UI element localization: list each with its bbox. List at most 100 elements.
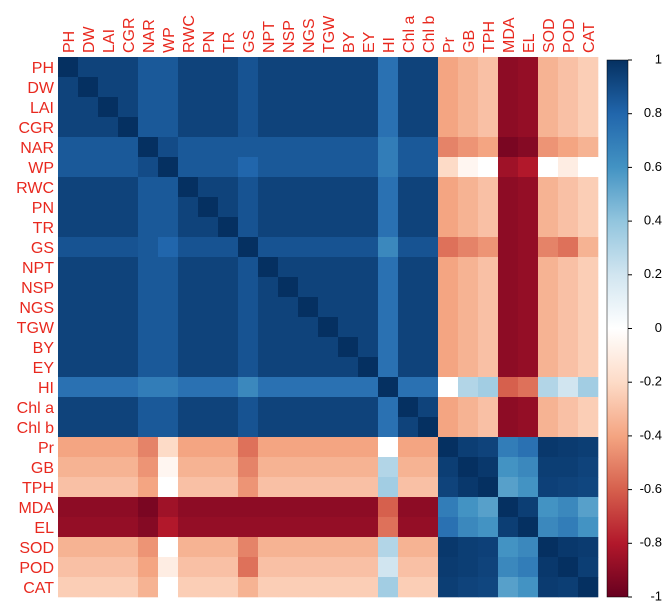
heatmap-cell bbox=[298, 497, 319, 518]
heatmap-cell bbox=[98, 297, 119, 318]
heatmap-cell bbox=[398, 157, 419, 178]
heatmap-cell bbox=[298, 477, 319, 498]
heatmap-cell bbox=[278, 517, 299, 538]
heatmap-cell bbox=[218, 417, 239, 438]
heatmap-cell bbox=[558, 557, 579, 578]
heatmap-cell bbox=[518, 537, 539, 558]
heatmap-cell bbox=[118, 517, 139, 538]
heatmap-cell bbox=[178, 217, 199, 238]
heatmap-cell bbox=[358, 337, 379, 358]
heatmap-cell bbox=[218, 557, 239, 578]
heatmap-cell bbox=[238, 177, 259, 198]
colorbar-tick-label: 0.6 bbox=[644, 159, 662, 174]
heatmap-cell bbox=[418, 257, 439, 278]
row-label: PH bbox=[32, 60, 54, 77]
column-label: GS bbox=[241, 30, 258, 53]
heatmap-cell bbox=[238, 437, 259, 458]
heatmap-cell bbox=[238, 357, 259, 378]
heatmap-cell bbox=[298, 377, 319, 398]
heatmap-cell bbox=[338, 117, 359, 138]
heatmap-cell bbox=[198, 377, 219, 398]
heatmap bbox=[58, 57, 599, 598]
heatmap-cell bbox=[98, 177, 119, 198]
heatmap-cell bbox=[158, 197, 179, 218]
heatmap-cell bbox=[458, 317, 479, 338]
heatmap-cell bbox=[338, 477, 359, 498]
heatmap-cell bbox=[558, 537, 579, 558]
heatmap-cell bbox=[498, 497, 519, 518]
heatmap-cell bbox=[398, 397, 419, 418]
heatmap-cell bbox=[338, 57, 359, 78]
heatmap-cell bbox=[418, 337, 439, 358]
heatmap-cell bbox=[298, 417, 319, 438]
heatmap-cell bbox=[438, 97, 459, 118]
heatmap-cell bbox=[438, 557, 459, 578]
heatmap-cell bbox=[378, 497, 399, 518]
heatmap-cell bbox=[338, 257, 359, 278]
heatmap-cell bbox=[398, 277, 419, 298]
heatmap-cell bbox=[378, 117, 399, 138]
heatmap-cell bbox=[138, 497, 159, 518]
heatmap-cell bbox=[218, 57, 239, 78]
heatmap-cell bbox=[578, 357, 599, 378]
heatmap-cell bbox=[378, 97, 399, 118]
heatmap-cell bbox=[358, 317, 379, 338]
heatmap-cell bbox=[478, 317, 499, 338]
heatmap-cell bbox=[238, 477, 259, 498]
heatmap-cell bbox=[418, 417, 439, 438]
heatmap-cell bbox=[98, 117, 119, 138]
heatmap-cell bbox=[158, 137, 179, 158]
heatmap-cell bbox=[538, 117, 559, 138]
heatmap-cell bbox=[98, 157, 119, 178]
heatmap-cell bbox=[578, 257, 599, 278]
heatmap-cell bbox=[418, 317, 439, 338]
heatmap-cell bbox=[518, 377, 539, 398]
heatmap-cell bbox=[498, 377, 519, 398]
column-label: NAR bbox=[141, 19, 158, 53]
heatmap-cell bbox=[498, 557, 519, 578]
heatmap-cell bbox=[538, 357, 559, 378]
heatmap-cell bbox=[558, 77, 579, 98]
heatmap-cell bbox=[198, 217, 219, 238]
heatmap-cell bbox=[438, 77, 459, 98]
heatmap-cell bbox=[298, 137, 319, 158]
heatmap-cell bbox=[238, 377, 259, 398]
heatmap-cell bbox=[118, 377, 139, 398]
heatmap-cell bbox=[178, 557, 199, 578]
heatmap-cell bbox=[98, 397, 119, 418]
heatmap-cell bbox=[138, 57, 159, 78]
heatmap-cell bbox=[558, 517, 579, 538]
heatmap-cell bbox=[378, 397, 399, 418]
heatmap-cell bbox=[198, 557, 219, 578]
row-label: NAR bbox=[20, 140, 54, 157]
heatmap-cell bbox=[358, 177, 379, 198]
heatmap-cell bbox=[578, 177, 599, 198]
heatmap-cell bbox=[218, 277, 239, 298]
heatmap-cell bbox=[438, 57, 459, 78]
heatmap-cell bbox=[358, 517, 379, 538]
heatmap-cell bbox=[238, 57, 259, 78]
heatmap-cell bbox=[358, 217, 379, 238]
heatmap-cell bbox=[198, 577, 219, 598]
heatmap-cell bbox=[118, 217, 139, 238]
heatmap-cell bbox=[138, 477, 159, 498]
heatmap-cell bbox=[98, 557, 119, 578]
heatmap-cell bbox=[478, 457, 499, 478]
heatmap-cell bbox=[138, 317, 159, 338]
heatmap-cell bbox=[498, 417, 519, 438]
heatmap-cell bbox=[138, 557, 159, 578]
heatmap-cell bbox=[118, 397, 139, 418]
heatmap-cell bbox=[398, 197, 419, 218]
heatmap-cell bbox=[378, 77, 399, 98]
heatmap-cell bbox=[338, 77, 359, 98]
heatmap-cell bbox=[438, 257, 459, 278]
heatmap-cell bbox=[158, 417, 179, 438]
heatmap-cell bbox=[238, 497, 259, 518]
heatmap-cell bbox=[338, 177, 359, 198]
heatmap-cell bbox=[338, 197, 359, 218]
heatmap-cell bbox=[238, 317, 259, 338]
heatmap-cell bbox=[578, 537, 599, 558]
heatmap-cell bbox=[558, 277, 579, 298]
heatmap-cell bbox=[418, 497, 439, 518]
heatmap-cell bbox=[258, 277, 279, 298]
